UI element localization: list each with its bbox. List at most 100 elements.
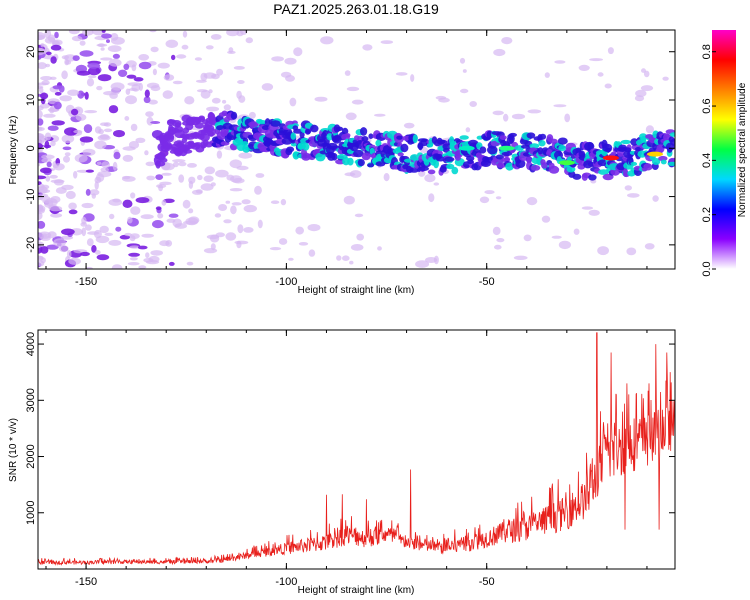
spectrogram-ridge-cell [660, 159, 667, 165]
spectrogram-ridge-cell [630, 161, 638, 166]
spectrogram-cell [81, 227, 87, 237]
spectrogram-cell [106, 39, 110, 43]
spectrogram-ridge-cell [336, 126, 344, 131]
spectrogram-ridge-cell [183, 149, 193, 154]
spectrogram-cell [50, 44, 62, 51]
spectrogram-cell [88, 189, 100, 196]
spectrogram-cell [203, 72, 217, 79]
spectrogram-cell [138, 61, 152, 70]
spectrogram-cell [308, 249, 316, 257]
spectrogram-ridge-cell [526, 132, 536, 139]
spectrogram-cell [133, 77, 144, 82]
spectrogram-cell [182, 199, 191, 209]
spectrogram-ridge-cell [361, 152, 371, 161]
spectrogram-cell [50, 56, 57, 64]
spectrogram-cell [124, 116, 130, 121]
spectrogram-hot-cell [646, 151, 663, 157]
spectrogram-cell [84, 91, 89, 100]
spectrogram-ridge-cell [587, 142, 594, 150]
y-tick-label: 4000 [25, 332, 37, 356]
spectrogram-cell [157, 213, 164, 219]
spectrogram-cell [225, 232, 237, 241]
spectrogram-ridge-cell [290, 132, 297, 140]
spectrogram-cell [146, 175, 156, 181]
spectrogram-ridge-cell [353, 149, 364, 158]
spectrogram-ridge-cell [322, 130, 329, 137]
spectrogram-cell [61, 70, 68, 80]
spectrogram-cell [93, 229, 102, 239]
spectrogram-ridge-cell [368, 133, 374, 139]
spectrogram-cell [103, 128, 113, 133]
spectrogram-cell [143, 96, 151, 104]
spectrogram-ridge-cell [639, 133, 648, 141]
spectrogram-ridge-cell [526, 156, 532, 164]
spectrogram-ridge-cell [508, 132, 517, 137]
spectrogram-cell [45, 51, 52, 56]
spectrogram-cell [280, 198, 287, 206]
spectrogram-cell [135, 137, 146, 143]
spectrogram-cell [187, 163, 197, 168]
spectrogram-cell [155, 174, 164, 181]
spectrogram-cell [211, 97, 221, 104]
spectrogram-ridge-cell [670, 138, 675, 146]
spectrogram-cell [135, 197, 150, 204]
spectrogram-cell [38, 110, 43, 119]
spectrogram-cell [94, 250, 101, 255]
spectrogram-cell [71, 108, 79, 116]
y-tick-label: 2000 [25, 444, 37, 468]
spectrogram-cell [85, 188, 91, 196]
spectrogram-cell [230, 205, 237, 215]
spectrogram-cell [171, 54, 176, 61]
spectrogram-cell [380, 40, 394, 44]
spectrogram-cell [157, 62, 170, 69]
spectrogram-cell [53, 163, 65, 171]
spectrogram-cell [128, 252, 141, 257]
spectrogram-cell [113, 130, 125, 138]
spectrogram-cell [185, 217, 199, 226]
spectrogram-cell [101, 33, 112, 39]
spectrogram-cell [54, 91, 62, 96]
spectrogram-cell [200, 183, 214, 191]
spectrogram-cell [72, 55, 80, 61]
spectrogram-cell [141, 233, 154, 238]
spectrogram-ridge-cell [409, 168, 419, 173]
spectrogram-cell [63, 155, 70, 163]
spectrogram-cell [652, 195, 659, 202]
spectrogram-cell [61, 134, 75, 144]
spectrogram-ridge-cell [438, 139, 446, 145]
x-tick-label: -100 [275, 276, 297, 288]
spectrogram-ridge-cell [357, 159, 365, 167]
spectrogram-cell [61, 184, 74, 190]
spectrogram-cell [597, 72, 604, 77]
spectrogram-ridge-cell [529, 143, 540, 149]
spectrogram-ridge-cell [304, 128, 311, 135]
spectrogram-ridge-cell [331, 153, 338, 161]
snr-frame [37, 329, 676, 570]
spectrogram-cell [47, 125, 59, 131]
spectrogram-cell [254, 185, 262, 195]
spectrogram-ridge-cell [194, 122, 204, 129]
spectrogram-cell [107, 45, 122, 52]
spectrogram-cell [38, 162, 41, 167]
spectrogram-cell [108, 239, 122, 246]
spectrogram-cell [484, 190, 495, 195]
y-tick-label: 10 [25, 94, 37, 106]
spectrogram-cell [43, 113, 56, 118]
spectrogram-ridge-cell [248, 121, 259, 128]
spectrogram-cell [39, 86, 44, 94]
spectrogram-ridge-cell [558, 145, 567, 152]
spectrogram-cell [109, 213, 115, 220]
spectrogram-cell [544, 72, 550, 78]
spectrogram-cell [111, 264, 123, 269]
spectrogram-cell [433, 255, 439, 265]
spectrogram-cell [138, 265, 147, 269]
spectrogram-cell [101, 30, 106, 33]
spectrogram-cell [415, 260, 430, 268]
spectrogram-cell [38, 126, 45, 132]
spectrogram-cell [129, 235, 136, 242]
spectrogram-cell [59, 245, 69, 253]
spectrogram-cell [74, 153, 88, 163]
spectrogram-cell [460, 88, 469, 94]
spectrogram-cell [433, 182, 440, 186]
spectrogram-cell [627, 193, 640, 198]
